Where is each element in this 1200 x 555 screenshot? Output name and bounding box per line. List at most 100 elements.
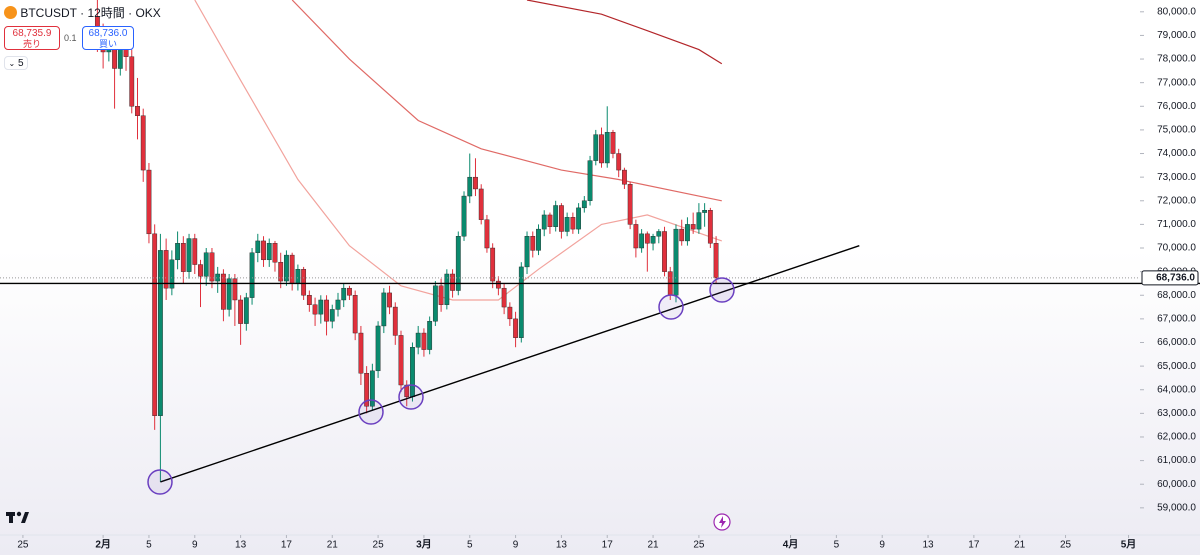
y-tick-label: 70,000.0: [1157, 243, 1196, 254]
chevron: ⌄: [8, 59, 16, 68]
candle-body: [644, 233, 650, 244]
sell-price: 68,735.9: [12, 28, 52, 39]
x-tick-label: 21: [327, 540, 339, 551]
candle-body: [662, 231, 667, 272]
x-tick-label: 9: [879, 540, 885, 551]
x-tick-label: 9: [192, 540, 198, 551]
indicator-toggle[interactable]: ⌄ 5: [4, 56, 28, 70]
y-tick-label: 60,000.0: [1157, 479, 1196, 490]
candle-body: [587, 160, 593, 201]
candle-body: [335, 299, 341, 310]
y-tick-label: 65,000.0: [1157, 361, 1196, 372]
candle-body: [358, 332, 364, 374]
y-tick-label: 76,000.0: [1157, 101, 1196, 112]
candle-body: [140, 115, 146, 171]
candle-body: [524, 236, 530, 268]
candle-body: [312, 304, 318, 315]
coin-icon: [4, 6, 17, 19]
plot-area: [94, 0, 723, 482]
x-tick-label: 13: [235, 540, 247, 551]
y-tick-label: 64,000.0: [1157, 384, 1196, 395]
candle-body: [444, 273, 450, 305]
candle-body: [261, 240, 266, 261]
candle-body: [369, 370, 375, 407]
x-tick-label: 17: [602, 540, 614, 551]
price-badge: [1141, 270, 1199, 286]
candle-body: [387, 292, 392, 308]
candle-body: [375, 325, 381, 372]
y-tick-label: 67,000.0: [1157, 314, 1196, 325]
candle-body: [679, 228, 685, 242]
x-tick-label: 4月: [783, 539, 799, 551]
y-tick-label: 78,000.0: [1157, 54, 1196, 65]
candle-body: [352, 295, 358, 334]
trendline: [160, 245, 860, 483]
y-tick-label: 59,000.0: [1157, 502, 1196, 513]
candle-body: [622, 169, 627, 185]
candle-body: [180, 243, 186, 272]
candle-body: [702, 210, 708, 213]
candle-body: [518, 266, 524, 338]
candle-body: [478, 188, 484, 220]
candle-body: [289, 254, 295, 284]
candle-body: [209, 252, 215, 282]
candle-body: [650, 236, 656, 244]
candle-body: [564, 217, 570, 232]
x-tick-label: 5: [146, 540, 152, 551]
x-tick-label: 25: [1060, 540, 1072, 551]
candle-body: [484, 219, 490, 249]
candle-body: [329, 309, 335, 322]
candle-body: [129, 56, 135, 107]
candle-body: [272, 243, 278, 263]
candle-body: [306, 295, 312, 305]
candle-body: [318, 299, 324, 315]
buy-price: 68,736.0: [88, 28, 128, 39]
x-tick-label: 21: [648, 540, 660, 551]
moving-average: [291, 0, 722, 202]
candle-body: [398, 335, 404, 386]
candle-body: [461, 195, 467, 237]
candle-body: [610, 132, 616, 154]
candle-body: [547, 214, 553, 227]
moving-average: [194, 0, 722, 301]
candle-body: [249, 252, 255, 298]
marker-circle: [147, 469, 173, 495]
candle-body: [284, 254, 289, 282]
y-tick-label: 77,000.0: [1157, 77, 1196, 88]
moving-average: [526, 0, 723, 65]
candle-body: [639, 233, 645, 249]
candle-body: [169, 259, 175, 289]
candle-body: [713, 243, 719, 279]
candle-body: [232, 278, 238, 301]
lightning: [719, 516, 726, 528]
spread: 0.1: [64, 33, 77, 43]
y-tick-label: 72,000.0: [1157, 195, 1196, 206]
candle-body: [381, 292, 387, 327]
x-tick-label: 25: [373, 540, 385, 551]
logo: [6, 511, 29, 523]
y-tick-label: 63,000.0: [1157, 408, 1196, 419]
candle-body: [553, 205, 559, 227]
candle-body: [673, 228, 679, 296]
candle-body: [507, 306, 513, 320]
x-tick-label: 9: [513, 540, 519, 551]
candle-body: [581, 200, 587, 209]
candle-body: [690, 224, 696, 230]
candle-body: [324, 299, 329, 322]
buy-button[interactable]: 68,736.0 買い: [82, 26, 134, 50]
sell-button[interactable]: 68,735.9 売り: [4, 26, 60, 50]
candle-body: [495, 280, 501, 289]
candle-body: [221, 273, 226, 310]
candle-body: [255, 240, 261, 253]
candle-body: [438, 285, 444, 305]
x-tick-label: 5月: [1121, 539, 1137, 551]
candle-body: [266, 243, 272, 261]
candle-body: [707, 210, 713, 244]
candle-body: [616, 153, 622, 171]
x-tick-label: 25: [693, 540, 705, 551]
candle-body: [278, 261, 284, 282]
y-tick-label: 74,000.0: [1157, 148, 1196, 159]
candle-body: [347, 287, 352, 296]
candle-body: [146, 169, 152, 235]
candle-body: [570, 217, 576, 230]
